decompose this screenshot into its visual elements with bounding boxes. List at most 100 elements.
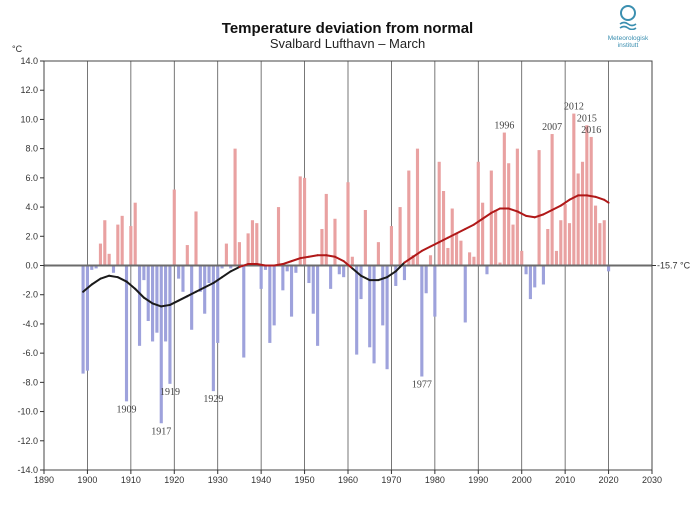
smooth-curve-segment xyxy=(342,260,354,270)
smooth-curve-segment xyxy=(108,274,119,279)
x-tick-label: 2000 xyxy=(512,475,532,485)
year-annotation: 1996 xyxy=(494,121,514,132)
bar-negative xyxy=(289,265,294,317)
bar-negative xyxy=(368,265,372,348)
smooth-curve-segment xyxy=(377,276,389,282)
bar-positive xyxy=(554,250,559,266)
smooth-curve-segment xyxy=(438,236,449,244)
year-annotation: 1909 xyxy=(117,404,137,415)
y-tick-label: -6.0 xyxy=(22,348,38,358)
bar-positive xyxy=(320,228,324,266)
y-tick-label: 10.0 xyxy=(20,114,38,124)
smooth-curve-segment xyxy=(255,263,267,267)
bar-negative xyxy=(402,265,407,281)
bar-positive xyxy=(411,255,415,266)
bar-negative xyxy=(355,265,359,355)
bar-negative xyxy=(229,265,233,269)
bar-negative xyxy=(524,265,528,275)
bar-negative xyxy=(81,265,85,374)
smooth-curve-segment xyxy=(151,302,163,308)
smooth-curve-segment xyxy=(212,276,224,285)
bar-positive xyxy=(389,226,393,266)
x-tick-label: 1930 xyxy=(208,475,228,485)
bar-negative xyxy=(607,265,611,272)
bar-positive xyxy=(276,207,281,266)
bar-positive xyxy=(602,220,606,266)
smooth-curve-segment xyxy=(82,283,93,293)
bar-negative xyxy=(372,265,376,364)
year-annotation: 1919 xyxy=(160,387,180,398)
bar-negative xyxy=(181,265,185,292)
year-annotation: 2012 xyxy=(564,102,584,113)
bar-positive xyxy=(459,240,463,266)
smooth-curve-segment xyxy=(446,232,458,239)
y-tick-label: -8.0 xyxy=(22,377,38,387)
bar-positive xyxy=(255,223,259,266)
bar-positive xyxy=(324,193,328,266)
y-tick-label: -14.0 xyxy=(17,465,38,475)
smooth-curve-segment xyxy=(116,276,128,283)
x-tick-label: 1890 xyxy=(34,475,54,485)
smooth-curve-segment xyxy=(412,249,423,258)
bar-negative xyxy=(168,265,172,384)
smooth-curve-segment xyxy=(177,295,189,302)
bar-positive xyxy=(507,163,511,266)
smooth-curve-segment xyxy=(490,207,501,214)
bar-positive xyxy=(481,202,485,266)
meteorologisk-institutt-logo-icon xyxy=(619,5,637,31)
y-tick-label: -10.0 xyxy=(17,407,38,417)
smooth-curve-segment xyxy=(221,270,232,279)
bar-negative xyxy=(146,265,150,322)
bar-negative xyxy=(124,265,129,402)
bar-positive xyxy=(498,262,502,266)
bar-positive xyxy=(559,220,563,266)
bar-positive xyxy=(446,247,450,266)
bar-positive xyxy=(537,150,541,266)
bar-negative xyxy=(541,265,545,285)
bar-positive xyxy=(520,250,524,266)
smooth-curve-segment xyxy=(290,257,302,263)
bar-positive xyxy=(98,243,103,266)
smooth-curve-segment xyxy=(360,274,371,282)
bar-negative xyxy=(137,265,142,346)
bar-positive xyxy=(133,202,137,266)
year-annotation: 1977 xyxy=(412,380,432,391)
bar-positive xyxy=(407,170,411,266)
bar-positive xyxy=(398,207,402,266)
bar-negative xyxy=(385,265,389,370)
x-tick-label: 1980 xyxy=(425,475,445,485)
smooth-curve-segment xyxy=(472,217,484,226)
logo-text-line1: Meteorologisk xyxy=(607,35,649,42)
bar-negative xyxy=(177,265,181,279)
x-tick-label: 1960 xyxy=(338,475,358,485)
bar-negative xyxy=(159,265,163,424)
smooth-curve-segment xyxy=(99,274,111,280)
bar-negative xyxy=(94,265,98,269)
smooth-curve-segment xyxy=(386,270,397,279)
bar-positive xyxy=(580,161,585,266)
bar-positive xyxy=(250,220,255,266)
bar-positive xyxy=(572,113,576,266)
smooth-curve-segment xyxy=(594,195,606,201)
bar-negative xyxy=(381,265,385,326)
bar-positive xyxy=(455,233,459,266)
smooth-curve-segment xyxy=(273,263,284,267)
bar-negative xyxy=(533,265,537,288)
smooth-curve-segment xyxy=(142,296,154,305)
x-tick-label: 1990 xyxy=(468,475,488,485)
bar-positive xyxy=(441,191,446,266)
bar-positive xyxy=(494,209,498,266)
bar-negative xyxy=(259,265,263,289)
bar-negative xyxy=(111,265,116,273)
bar-positive xyxy=(563,204,567,266)
bar-positive xyxy=(298,176,302,266)
bar-positive xyxy=(472,256,476,266)
bar-negative xyxy=(216,265,220,343)
x-tick-label: 1920 xyxy=(164,475,184,485)
year-annotation: 2016 xyxy=(581,125,601,136)
bar-negative xyxy=(342,265,346,278)
bar-negative xyxy=(281,265,285,291)
y-tick-label: 0.0 xyxy=(25,261,38,271)
smooth-curve-segment xyxy=(203,282,215,289)
